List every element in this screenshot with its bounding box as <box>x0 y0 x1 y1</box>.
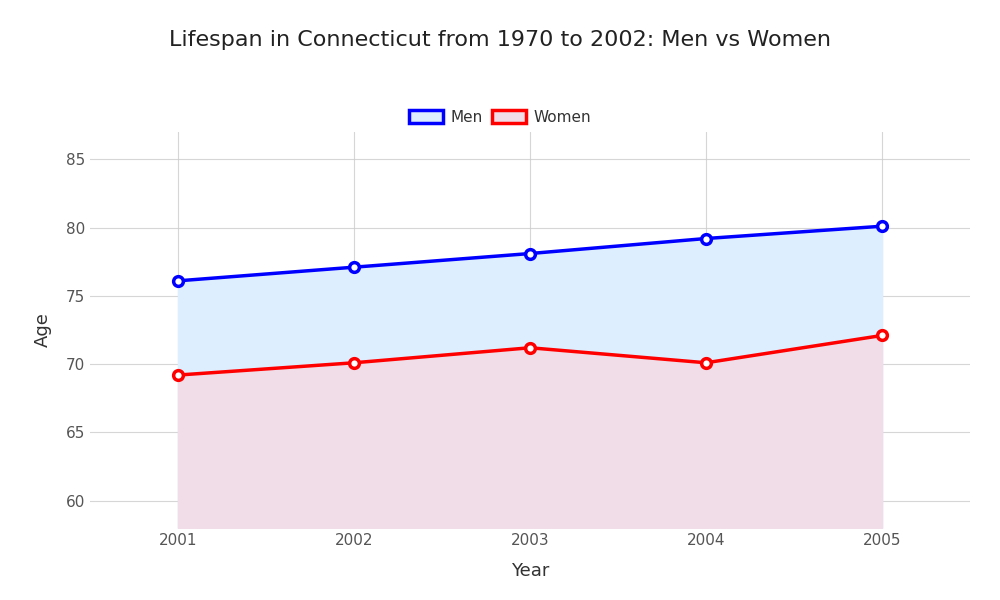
Legend: Men, Women: Men, Women <box>403 104 597 131</box>
Text: Lifespan in Connecticut from 1970 to 2002: Men vs Women: Lifespan in Connecticut from 1970 to 200… <box>169 30 831 50</box>
X-axis label: Year: Year <box>511 562 549 580</box>
Y-axis label: Age: Age <box>34 313 52 347</box>
